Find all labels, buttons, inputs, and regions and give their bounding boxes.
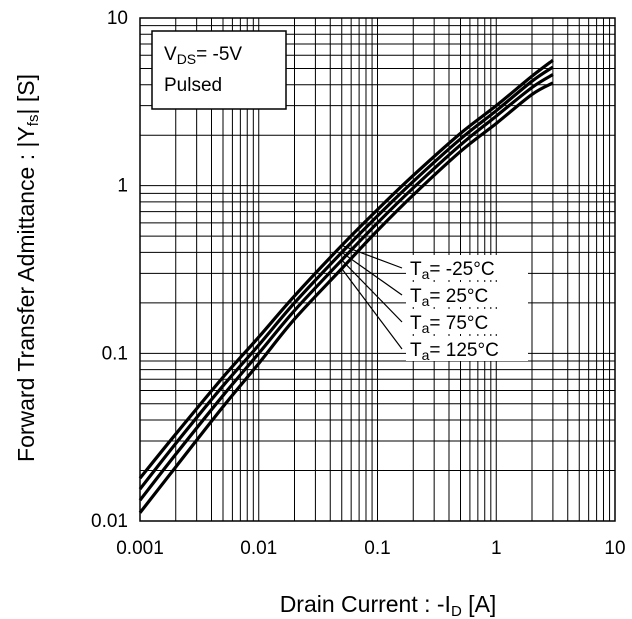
series-line-1 [138,58,554,480]
series-label-1: Ta= -25°C [410,259,495,282]
series-label-3: Ta= 75°C [410,313,488,336]
label-pointers [341,244,403,350]
pointer-line-2 [341,251,403,296]
series-label-bg [406,282,528,307]
y-tick-label: 10 [107,8,128,29]
y-tick-label: 1 [117,176,128,197]
series-labels: Ta= -25°C Ta= 25°C Ta= 75°C Ta= 125°C [406,255,528,363]
y-axis-title: Forward Transfer Admittance : |Yfs| [S] [13,74,42,462]
y-tick-label: 0.01 [91,511,128,532]
condition-pulsed: Pulsed [164,75,222,96]
x-tick-label: 0.01 [240,538,277,559]
condition-vds: VDS= -5V [164,44,242,67]
plot-frame [139,17,616,522]
series-line-3 [138,73,554,502]
pointer-line-3 [341,259,403,323]
x-axis-title: Drain Current : -ID [A] [280,591,497,619]
condition-box-frame [151,30,287,110]
series-label-4: Ta= 125°C [410,340,499,363]
x-tick-label: 10 [604,538,625,559]
pointer-line-1 [341,244,403,269]
x-tick-label: 0.001 [116,538,164,559]
x-tick-label: 1 [491,538,502,559]
series-label-bg [406,255,528,280]
x-tick-label: 0.1 [364,538,390,559]
pointer-line-4 [341,268,403,350]
series-label-bg [406,309,528,334]
condition-box: VDS= -5V Pulsed [151,30,287,110]
series-label-2: Ta= 25°C [410,286,488,309]
series-label-bg [406,336,528,361]
tick-labels: 0.001 0.01 0.1 1 10 0.01 0.1 1 10 [91,8,626,559]
series-line-2 [138,65,554,491]
y-tick-label: 0.1 [102,343,128,364]
